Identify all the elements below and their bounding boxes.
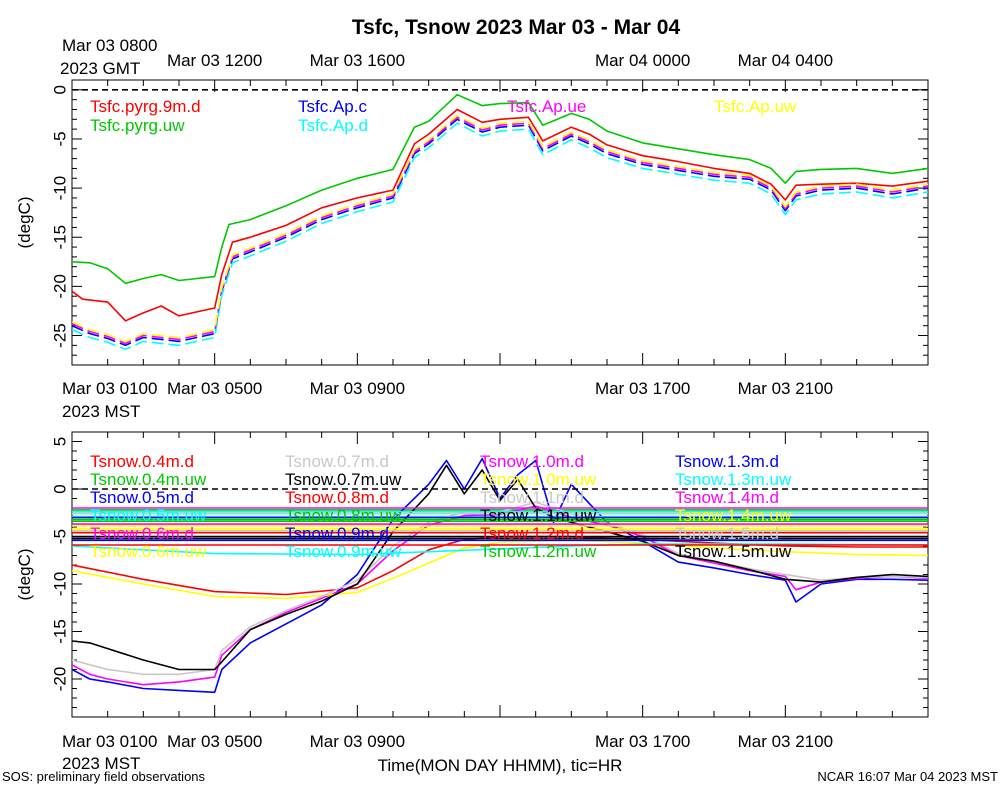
mst-tick-label: Mar 03 0900: [310, 379, 405, 398]
y-tick-label: -5: [51, 529, 70, 544]
mst-tick-label: Mar 03 2100: [738, 379, 833, 398]
mst-axis-timezone: 2023 MST: [62, 754, 140, 773]
y-axis-label: (degC): [15, 549, 34, 601]
legend-entry: Tsfc.Ap.uw: [714, 97, 797, 116]
legend-entry: Tsnow.1.5m.uw: [675, 542, 792, 561]
series-line-Tsfc.pyrg.9m.d: [72, 108, 928, 322]
legend-entry: Tsnow.0.9m.d: [285, 524, 389, 543]
legend-entry: Tsnow.1.1m.d: [480, 488, 584, 507]
series-line-Tsfc.pyrg.uw: [72, 93, 928, 285]
mst-tick-label: Mar 03 0900: [310, 732, 405, 751]
legend-entry: Tsnow.1.3m.uw: [675, 470, 792, 489]
legend-entry: Tsnow.1.0m.d: [480, 452, 584, 471]
y-tick-label: -20: [51, 274, 70, 299]
legend-entry: Tsfc.Ap.d: [298, 116, 368, 135]
gmt-time-axis: Mar 03 0800 2023 GMT Mar 03 1200 Mar 03 160…: [60, 36, 833, 78]
legend-entry: Tsnow.0.8m.uw: [285, 506, 402, 525]
y-axis-label: (degC): [15, 197, 34, 249]
mst-axis-start-label: Mar 03 0100: [62, 379, 157, 398]
y-tick-label: -10: [51, 572, 70, 597]
legend-entry: Tsnow.0.9m.uw: [285, 542, 402, 561]
legend-entry: Tsnow.1.0m.uw: [480, 470, 597, 489]
legend-entry: Tsnow.1.2m.d: [480, 524, 584, 543]
legend-entry: Tsnow.0.4m.d: [90, 452, 194, 471]
x-axis-label: Time(MON DAY HHMM), tic=HR: [378, 756, 623, 775]
legend-entry: Tsnow.0.7m.d: [285, 452, 389, 471]
series-line-Tsfc.Ap.ue: [72, 116, 928, 345]
footer-left: SOS: preliminary field observations: [2, 769, 206, 784]
y-tick-label: 0: [51, 484, 70, 493]
mst-time-axis-lower: Mar 03 0100 2023 MST Mar 03 0500 Mar 03 090…: [62, 732, 833, 773]
y-tick-label: 5: [51, 437, 70, 446]
legend-entry: Tsnow.0.4m.uw: [90, 470, 207, 489]
legend-entry: Tsfc.pyrg.9m.d: [90, 97, 201, 116]
gmt-tick-label: Mar 03 1600: [310, 51, 405, 70]
legend-entry: Tsnow.0.8m.d: [285, 488, 389, 507]
legend-entry: Tsfc.Ap.ue: [507, 97, 586, 116]
panels-layer: 0-5-10-15-20-25(degC)Tsfc.pyrg.9m.dTsfc.…: [15, 36, 929, 773]
series-group: [72, 93, 928, 351]
legend-entry: Tsnow.0.5m.d: [90, 488, 194, 507]
gmt-tick-label: Mar 04 0400: [738, 51, 833, 70]
mst-tick-label: Mar 03 0500: [167, 732, 262, 751]
series-line-Tsnow.0.9m.uw: [72, 543, 928, 556]
legend-entry: Tsnow.0.6m.d: [90, 524, 194, 543]
y-tick-label: -20: [51, 667, 70, 692]
chart-title: Tsfc, Tsnow 2023 Mar 03 - Mar 04: [352, 16, 681, 39]
legend-entry: Tsfc.Ap.c: [298, 97, 367, 116]
series-line-Tsfc.Ap.d: [72, 122, 928, 351]
legend-entry: Tsnow.1.1m.uw: [480, 506, 597, 525]
legend-entry: Tsnow.1.5m.d: [675, 524, 779, 543]
series-line-Tsfc.Ap.c: [72, 118, 928, 347]
series-group: [72, 457, 928, 694]
mst-axis-timezone: 2023 MST: [62, 402, 140, 421]
legend-entry: Tsnow.1.4m.d: [675, 488, 779, 507]
mst-axis-start-label: Mar 03 0100: [62, 732, 157, 751]
footer-right: NCAR 16:07 Mar 04 2023 MST: [817, 769, 998, 784]
series-line-Tsnow.0.6m.d: [72, 505, 928, 686]
legend-entry: Tsnow.0.6m.uw: [90, 542, 207, 561]
gmt-axis-start-label: Mar 03 0800: [62, 36, 157, 55]
y-tick-label: -25: [51, 323, 70, 348]
y-tick-label: -5: [51, 131, 70, 146]
series-line-Tsnow.0.5m.d: [72, 457, 928, 694]
y-tick-label: 0: [51, 85, 70, 94]
gmt-axis-timezone: 2023 GMT: [60, 59, 140, 78]
mst-tick-label: Mar 03 0500: [167, 379, 262, 398]
mst-tick-label: Mar 03 1700: [595, 379, 690, 398]
panel-tsfc: 0-5-10-15-20-25(degC)Tsfc.pyrg.9m.dTsfc.…: [15, 79, 929, 366]
series-line-Tsfc.Ap.uw: [72, 114, 928, 343]
mst-time-axis-upper: Mar 03 0100 2023 MST Mar 03 0500 Mar 03 090…: [62, 379, 833, 421]
gmt-tick-label: Mar 04 0000: [595, 51, 690, 70]
mst-tick-label: Mar 03 2100: [738, 732, 833, 751]
legend-entry: Tsnow.0.5m.uw: [90, 506, 207, 525]
panel-tsnow: 5 0 -5 -10 -15 -20 (degC) Tsnow.0.4m.dTsnow.0.4…: [15, 431, 929, 718]
y-tick-label: -10: [51, 176, 70, 201]
series-line-Tsnow.0.6m.uw: [72, 539, 928, 600]
series-line-Tsnow.0.7m.uw: [72, 464, 928, 671]
legend-entry: Tsnow.1.2m.uw: [480, 542, 597, 561]
legend-entry: Tsnow.1.4m.uw: [675, 506, 792, 525]
y-tick-label: -15: [51, 225, 70, 250]
mst-tick-label: Mar 03 1700: [595, 732, 690, 751]
y-tick-label: -15: [51, 619, 70, 644]
legend-entry: Tsnow.1.3m.d: [675, 452, 779, 471]
legend-entry: Tsnow.0.7m.uw: [285, 470, 402, 489]
gmt-tick-label: Mar 03 1200: [167, 51, 262, 70]
legend-entry: Tsfc.pyrg.uw: [90, 116, 185, 135]
